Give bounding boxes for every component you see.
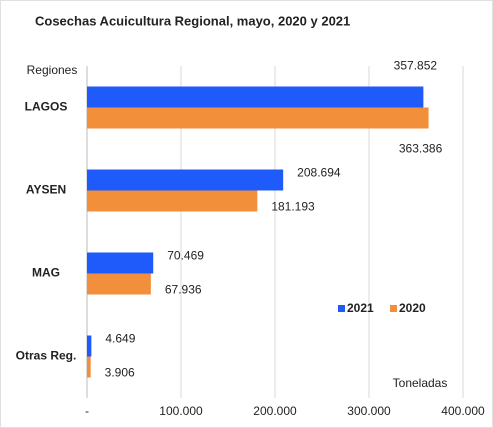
data-label: 357.852 (394, 59, 438, 73)
bar (87, 169, 284, 191)
legend-label: 2020 (399, 301, 426, 315)
x-tick-label: 100.000 (159, 404, 203, 418)
y-tick-label: MAG (32, 266, 60, 280)
data-label: 3.906 (105, 366, 135, 380)
data-label: 363.386 (399, 142, 443, 156)
y-tick-label: AYSEN (26, 183, 66, 197)
data-label: 4.649 (105, 332, 135, 346)
x-tick-label: 200.000 (253, 404, 297, 418)
data-label: 67.936 (165, 283, 202, 297)
bar (87, 107, 429, 129)
bar (87, 356, 91, 378)
bar (87, 273, 151, 295)
chart-title: Cosechas Acuicultura Regional, mayo, 202… (35, 13, 350, 28)
data-label: 181.193 (271, 200, 315, 214)
data-label: 208.694 (297, 166, 341, 180)
y-tick-label: LAGOS (25, 100, 68, 114)
legend-swatch (390, 305, 397, 312)
x-tick-label: 300.000 (347, 404, 391, 418)
bar (87, 190, 258, 212)
bar (87, 252, 154, 274)
bar (87, 335, 92, 357)
legend-swatch (338, 305, 345, 312)
y-axis-label: Regiones (27, 63, 78, 77)
bar (87, 86, 424, 108)
x-tick-label: 400.000 (441, 404, 485, 418)
y-tick-label: Otras Reg. (16, 349, 77, 363)
x-tick-label: - (85, 404, 89, 418)
legend-label: 2021 (347, 301, 374, 315)
data-label: 70.469 (167, 249, 204, 263)
x-axis-label: Toneladas (393, 376, 448, 390)
